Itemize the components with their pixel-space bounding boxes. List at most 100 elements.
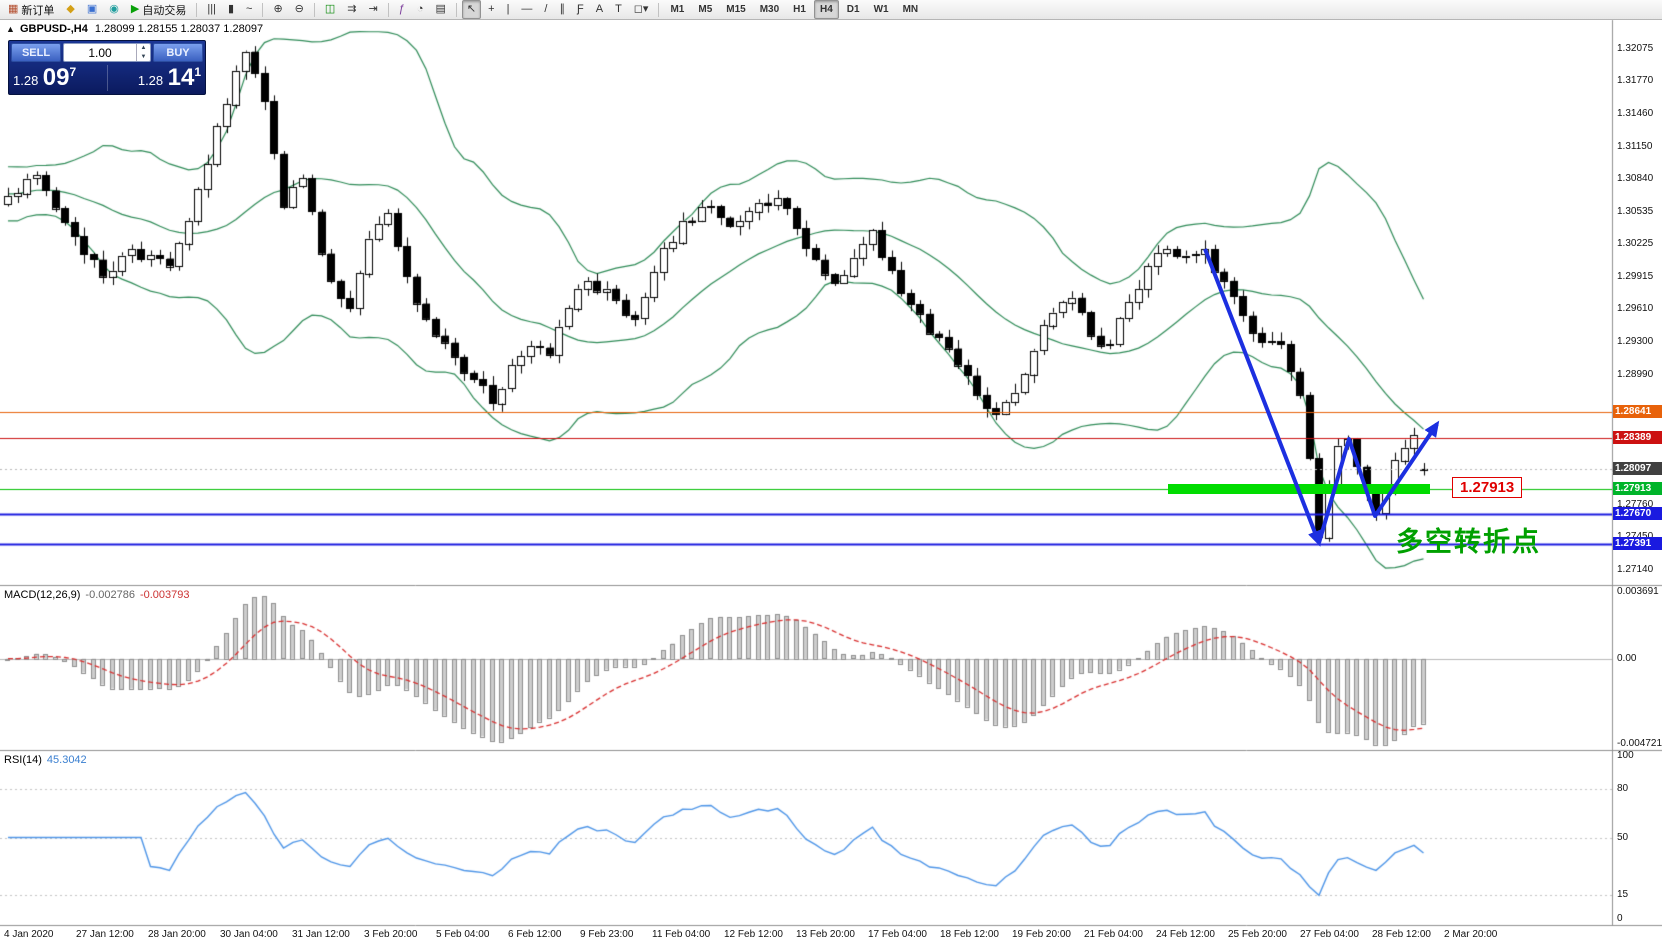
new-order-icon: ▦ xyxy=(8,3,19,15)
channel-icon: ∥ xyxy=(559,3,565,15)
time-axis-label: 31 Jan 12:00 xyxy=(292,929,350,940)
rsi-scale-label: 0 xyxy=(1617,913,1623,924)
tile-windows-icon: ◫ xyxy=(324,3,336,15)
chart-shift-button[interactable]: ⇥ xyxy=(364,0,383,19)
cursor-button[interactable]: ↖ xyxy=(461,0,482,19)
price-axis-label: 1.27140 xyxy=(1617,564,1654,576)
crosshair-button[interactable]: + xyxy=(483,0,499,19)
symbol-label: GBPUSD-,H4 xyxy=(20,23,88,35)
buy-price-pips: 14 xyxy=(167,64,195,91)
price-axis-label: 1.30225 xyxy=(1617,238,1654,250)
metaeditor-button[interactable]: ◆ xyxy=(61,0,79,19)
timeframe-h1-button[interactable]: H1 xyxy=(793,4,806,15)
market-watch-icon: ▣ xyxy=(86,3,98,15)
timeframe-m15-button[interactable]: M15 xyxy=(726,4,746,15)
price-tag: 1.28097 xyxy=(1613,462,1662,476)
volume-down-icon[interactable]: ▼ xyxy=(140,54,147,60)
zoom-out-button[interactable]: ⊖ xyxy=(290,0,309,19)
navigator-button[interactable]: ◉ xyxy=(104,0,124,19)
text-button[interactable]: A xyxy=(591,0,608,19)
time-axis-label: 9 Feb 23:00 xyxy=(580,929,634,940)
volume-up-icon[interactable]: ▲ xyxy=(140,45,147,51)
oneclick-collapse-icon[interactable]: ▲ xyxy=(6,24,15,34)
vertical-line-button[interactable]: | xyxy=(502,0,515,19)
macd-scale-label: 0.003691 xyxy=(1617,586,1659,597)
line-chart-button[interactable]: ~ xyxy=(241,0,257,19)
buy-price: 1.28 141 xyxy=(110,64,204,92)
time-axis-label: 25 Feb 20:00 xyxy=(1228,929,1287,940)
trendline-icon: / xyxy=(544,3,548,15)
autotrading-button[interactable]: ▶ 自动交易 xyxy=(126,0,191,19)
price-axis-label: 1.29610 xyxy=(1617,303,1654,315)
rsi-scale-label: 50 xyxy=(1617,831,1629,843)
buy-price-point: 1 xyxy=(194,65,201,79)
new-order-button-label: 新订单 xyxy=(21,4,55,17)
time-axis-label: 6 Feb 12:00 xyxy=(508,929,562,940)
metaeditor-icon: ◆ xyxy=(66,3,75,15)
zoom-in-button[interactable]: ⊕ xyxy=(268,0,287,19)
timeframe-m5-button[interactable]: M5 xyxy=(698,4,713,15)
rsi-scale-label: 80 xyxy=(1617,782,1629,794)
timeframe-w1-button[interactable]: W1 xyxy=(873,4,889,15)
macd-indicator-label: MACD(12,26,9) -0.002786 -0.003793 xyxy=(4,589,190,601)
shapes-button[interactable]: ◻▾ xyxy=(629,0,654,19)
time-axis-label: 21 Feb 04:00 xyxy=(1084,929,1143,940)
crosshair-icon: + xyxy=(488,3,495,15)
chart-shift-icon: ⇥ xyxy=(368,3,378,15)
toolbar-separator xyxy=(313,2,315,17)
sell-price-base: 1.28 xyxy=(13,73,39,88)
market-watch-button[interactable]: ▣ xyxy=(82,0,102,19)
chart-symbol-title: GBPUSD-,H4 1.28099 1.28155 1.28037 1.2809… xyxy=(20,23,263,35)
timeframe-h4-button[interactable]: H4 xyxy=(813,0,839,19)
periods-icon: ◔ xyxy=(416,3,424,15)
buy-button[interactable]: BUY xyxy=(153,43,203,62)
price-axis-label: 1.31770 xyxy=(1617,75,1654,87)
timeframe-mn-button[interactable]: MN xyxy=(902,4,919,15)
auto-scroll-icon: ⇉ xyxy=(347,3,357,15)
rsi-value: 45.3042 xyxy=(46,754,87,766)
trendline-button[interactable]: / xyxy=(539,0,552,19)
turning-point-text[interactable]: 多空转折点 xyxy=(1396,527,1541,557)
cursor-icon: ↖ xyxy=(466,3,477,15)
channel-button[interactable]: ∥ xyxy=(554,0,570,19)
zoom-in-icon: ⊕ xyxy=(273,3,283,15)
timeframe-m1-button[interactable]: M1 xyxy=(670,4,685,15)
bar-chart-button[interactable]: ||| xyxy=(202,0,221,19)
horizontal-line-button[interactable]: — xyxy=(516,0,537,19)
volume-value[interactable]: 1.00 xyxy=(88,45,112,60)
toolbar: ▦ 新订单 ◆ ▣ ◉ ▶ 自动交易 ||| ▮ ~ ⊕ ⊖ ◫ ⇉ ⇥ ƒ ◔ ▤ ↖ + | — / ∥ Ƒ A T ◻▾ M1 M5… xyxy=(0,0,1662,20)
price-axis-label: 1.31150 xyxy=(1617,140,1653,152)
reversal-zigzag-arrow[interactable] xyxy=(1317,420,1440,544)
price-tag: 1.28389 xyxy=(1613,431,1662,445)
candlestick-chart-icon: ▮ xyxy=(227,3,234,15)
fibonacci-button[interactable]: Ƒ xyxy=(572,0,589,19)
candlestick-chart-button[interactable]: ▮ xyxy=(223,0,239,19)
label-button[interactable]: T xyxy=(610,0,627,19)
volume-spinner[interactable]: ▲ ▼ xyxy=(136,44,150,61)
macd-scale-label: 0.00 xyxy=(1617,652,1637,664)
auto-scroll-button[interactable]: ⇉ xyxy=(342,0,361,19)
tile-windows-button[interactable]: ◫ xyxy=(320,0,340,19)
horizontal-line-icon: — xyxy=(521,3,533,15)
down-trend-arrow[interactable] xyxy=(1203,248,1322,547)
indicators-button[interactable]: ƒ xyxy=(394,0,410,19)
price-axis-label: 1.28990 xyxy=(1617,368,1654,380)
time-axis-label: 12 Feb 12:00 xyxy=(724,929,783,940)
macd-main-value: -0.002786 xyxy=(85,589,135,601)
new-order-button[interactable]: ▦ 新订单 xyxy=(3,0,59,19)
timeframe-d1-button[interactable]: D1 xyxy=(846,4,860,15)
volume-input[interactable]: 1.00 ▲ ▼ xyxy=(63,43,151,62)
templates-button[interactable]: ▤ xyxy=(431,0,451,19)
time-axis-label: 5 Feb 04:00 xyxy=(436,929,490,940)
macd-title: MACD(12,26,9) xyxy=(4,589,81,601)
support-price-label[interactable]: 1.27913 xyxy=(1452,477,1523,498)
toolbar-separator xyxy=(387,2,389,17)
time-axis-label: 27 Jan 12:00 xyxy=(76,929,134,940)
timeframe-m30-button[interactable]: M30 xyxy=(759,4,780,15)
autotrading-button-label: 自动交易 xyxy=(142,4,187,17)
sell-button[interactable]: SELL xyxy=(11,43,61,62)
fibonacci-icon: Ƒ xyxy=(576,3,584,15)
periods-button[interactable]: ◔ xyxy=(412,0,429,19)
